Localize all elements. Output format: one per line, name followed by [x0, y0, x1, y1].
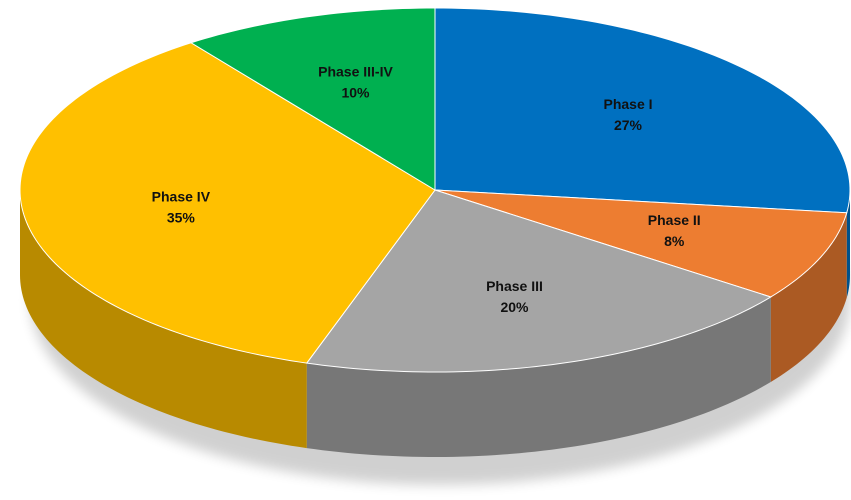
- slice-value-label: 10%: [341, 84, 370, 100]
- slice-value-label: 35%: [167, 209, 196, 225]
- slice-label: Phase III-IV: [318, 63, 393, 79]
- slice: [189, 7, 436, 191]
- slice-label: Phase IV: [152, 188, 211, 204]
- slice-label: Phase II: [648, 212, 701, 228]
- slice-side: [770, 212, 847, 382]
- sides: [20, 190, 850, 457]
- slice-value-label: 27%: [614, 117, 643, 133]
- slice: [305, 189, 772, 373]
- tops: [19, 7, 851, 373]
- slice: [19, 42, 436, 364]
- labels: Phase I 27% Phase II 8% Phase III 20% Phase IV…: [152, 63, 701, 315]
- slice-value-label: 8%: [664, 233, 685, 249]
- slice-side: [306, 296, 771, 457]
- slice-side: [20, 190, 307, 449]
- slice: [434, 7, 851, 214]
- slice-label: Phase III: [486, 278, 543, 294]
- slice-side: [846, 190, 850, 298]
- slice: [434, 189, 848, 298]
- slice-label: Phase I: [603, 96, 652, 112]
- slice-value-label: 20%: [500, 299, 529, 315]
